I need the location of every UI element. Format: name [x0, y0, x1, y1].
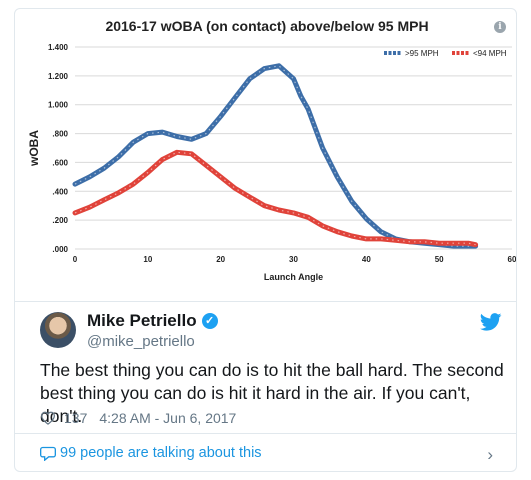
legend-label-0: >95 MPH: [405, 49, 439, 58]
series-line-1: [72, 149, 479, 248]
chevron-right-icon[interactable]: ›: [487, 445, 493, 464]
chart-divider: [15, 301, 516, 302]
verified-badge-icon: ✓: [201, 313, 218, 329]
y-tick-label: 1.000: [48, 101, 69, 110]
y-tick-label: .200: [52, 216, 68, 225]
embedded-tweet-card: 2016-17 wOBA (on contact) above/below 95…: [14, 8, 517, 472]
author-row: Mike Petriello ✓: [87, 311, 218, 331]
chart-title: 2016-17 wOBA (on contact) above/below 95…: [105, 18, 428, 34]
x-tick-label: 50: [435, 255, 444, 264]
y-tick-label: 1.200: [48, 72, 69, 81]
tweet-timestamp[interactable]: 4:28 AM - Jun 6, 2017: [99, 410, 237, 426]
x-axis-label: Launch Angle: [264, 272, 323, 282]
x-tick-label: 10: [143, 255, 152, 264]
avatar[interactable]: [40, 312, 76, 348]
tweet-body: Mike Petriello ✓ @mike_petriello The bes…: [15, 302, 516, 433]
x-tick-label: 0: [73, 255, 78, 264]
x-tick-label: 60: [508, 255, 517, 264]
tweet-text: The best thing you can do is to hit the …: [40, 360, 504, 426]
heart-icon[interactable]: [40, 411, 56, 425]
y-tick-label: .800: [52, 130, 68, 139]
like-count[interactable]: 137: [64, 410, 88, 426]
series-line-dots-0: [74, 65, 476, 247]
y-tick-label: .400: [52, 187, 68, 196]
chart-image: 2016-17 wOBA (on contact) above/below 95…: [15, 9, 517, 301]
woba-line-chart: 2016-17 wOBA (on contact) above/below 95…: [27, 18, 517, 282]
tweet-meta: 137 4:28 AM - Jun 6, 2017: [40, 410, 236, 426]
y-tick-label: .600: [52, 158, 68, 167]
conversation-label[interactable]: 99 people are talking about this: [60, 445, 262, 461]
twitter-bird-icon[interactable]: [480, 313, 502, 331]
x-tick-label: 40: [362, 255, 371, 264]
y-axis-label: wOBA: [27, 130, 41, 167]
speech-bubble-icon: [40, 446, 56, 461]
footer-divider: [15, 433, 516, 434]
author-handle[interactable]: @mike_petriello: [87, 333, 195, 350]
x-tick-label: 30: [289, 255, 298, 264]
info-icon[interactable]: i: [494, 21, 506, 33]
legend-label-1: <94 MPH: [473, 49, 507, 58]
x-tick-label: 20: [216, 255, 225, 264]
series-line-dots-1: [74, 151, 476, 246]
series-line-0: [72, 63, 479, 249]
conversation-link[interactable]: 99 people are talking about this ›: [15, 434, 516, 471]
y-tick-label: 1.400: [48, 43, 69, 52]
author-name[interactable]: Mike Petriello: [87, 311, 197, 330]
y-tick-label: .000: [52, 245, 68, 254]
